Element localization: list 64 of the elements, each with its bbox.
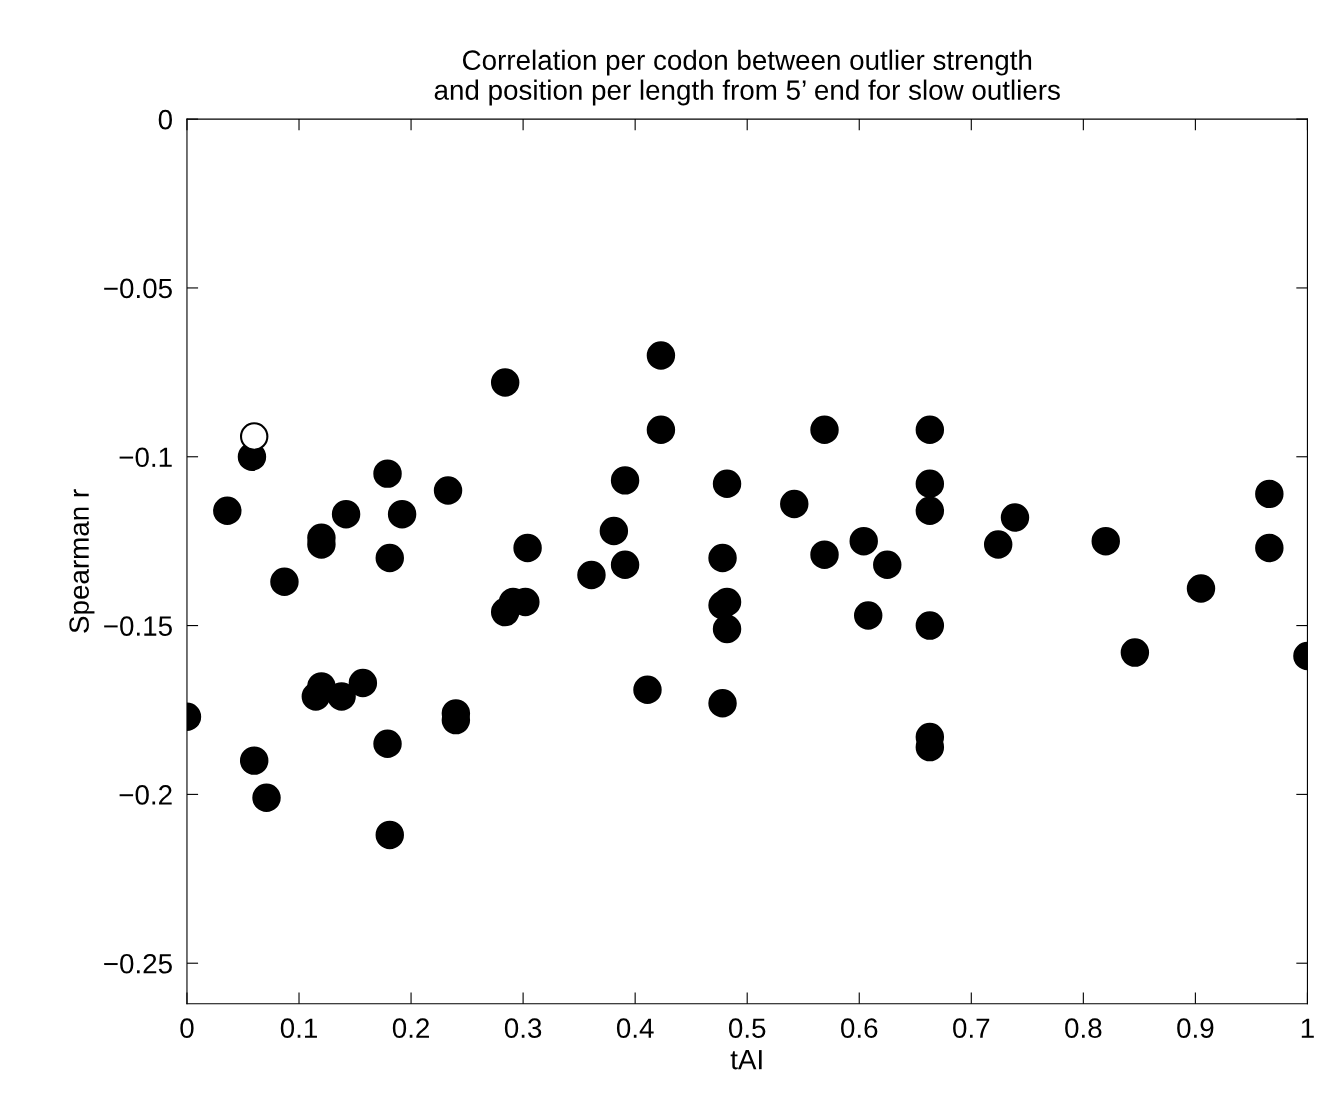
y-axis-title: Spearman r bbox=[69, 489, 95, 633]
point bbox=[373, 729, 402, 758]
x-tick-label: 0 bbox=[180, 1018, 194, 1039]
y-tick-label: −0.05 bbox=[104, 278, 172, 299]
x-axis-title: tAI bbox=[730, 1050, 762, 1070]
point bbox=[646, 415, 676, 444]
point bbox=[577, 560, 606, 590]
point bbox=[983, 530, 1013, 559]
x-tick-label: 0.8 bbox=[1065, 1018, 1102, 1039]
point bbox=[348, 668, 378, 698]
point bbox=[433, 476, 463, 505]
x-tick-label: 0.9 bbox=[1177, 1018, 1214, 1039]
point bbox=[646, 341, 676, 370]
point bbox=[331, 499, 361, 529]
point bbox=[915, 496, 945, 525]
point bbox=[599, 516, 629, 546]
point bbox=[1120, 638, 1150, 667]
point bbox=[810, 540, 839, 569]
x-tick-label: 0.2 bbox=[392, 1018, 429, 1039]
point bbox=[810, 415, 839, 444]
x-tick-label: 0.3 bbox=[504, 1018, 542, 1039]
point bbox=[373, 459, 402, 488]
point bbox=[610, 466, 640, 495]
point bbox=[873, 550, 902, 580]
x-tick-label: 0.7 bbox=[953, 1018, 990, 1039]
point bbox=[708, 689, 737, 718]
x-tick-label: 1 bbox=[1301, 1018, 1314, 1038]
y-tick-label: −0.15 bbox=[104, 616, 172, 636]
point bbox=[712, 614, 742, 644]
point bbox=[1091, 526, 1120, 556]
point bbox=[853, 601, 883, 630]
y-tick-label: −0.25 bbox=[104, 953, 172, 974]
point bbox=[490, 368, 520, 397]
point bbox=[712, 469, 742, 498]
y-tick-label: −0.1 bbox=[119, 447, 172, 468]
point bbox=[1186, 574, 1216, 603]
point bbox=[849, 526, 878, 556]
point bbox=[513, 533, 542, 563]
x-tick-label: 0.4 bbox=[616, 1018, 654, 1039]
point bbox=[610, 550, 640, 580]
x-tick-label: 0.5 bbox=[728, 1018, 766, 1039]
y-tick-label: 0 bbox=[158, 109, 172, 130]
point bbox=[915, 469, 945, 498]
y-tick-label: −0.2 bbox=[119, 785, 172, 805]
point bbox=[375, 820, 404, 850]
point bbox=[239, 422, 269, 451]
point bbox=[1000, 503, 1030, 532]
point bbox=[633, 675, 662, 704]
x-tick-label: 0.1 bbox=[280, 1018, 317, 1039]
point bbox=[1255, 533, 1284, 563]
point bbox=[327, 682, 356, 711]
point bbox=[387, 499, 417, 529]
x-tick-label: 0.6 bbox=[841, 1018, 878, 1039]
point bbox=[915, 611, 945, 640]
point bbox=[213, 496, 242, 525]
point bbox=[1255, 479, 1284, 509]
chart-title: Correlation per codon between outlier strength and position per length from 5’ end for slow outliers bbox=[434, 49, 1060, 106]
point bbox=[780, 489, 809, 519]
point bbox=[708, 543, 737, 573]
point bbox=[252, 783, 281, 812]
point bbox=[375, 543, 404, 573]
point bbox=[239, 746, 269, 775]
point bbox=[915, 415, 945, 444]
point bbox=[270, 567, 299, 596]
